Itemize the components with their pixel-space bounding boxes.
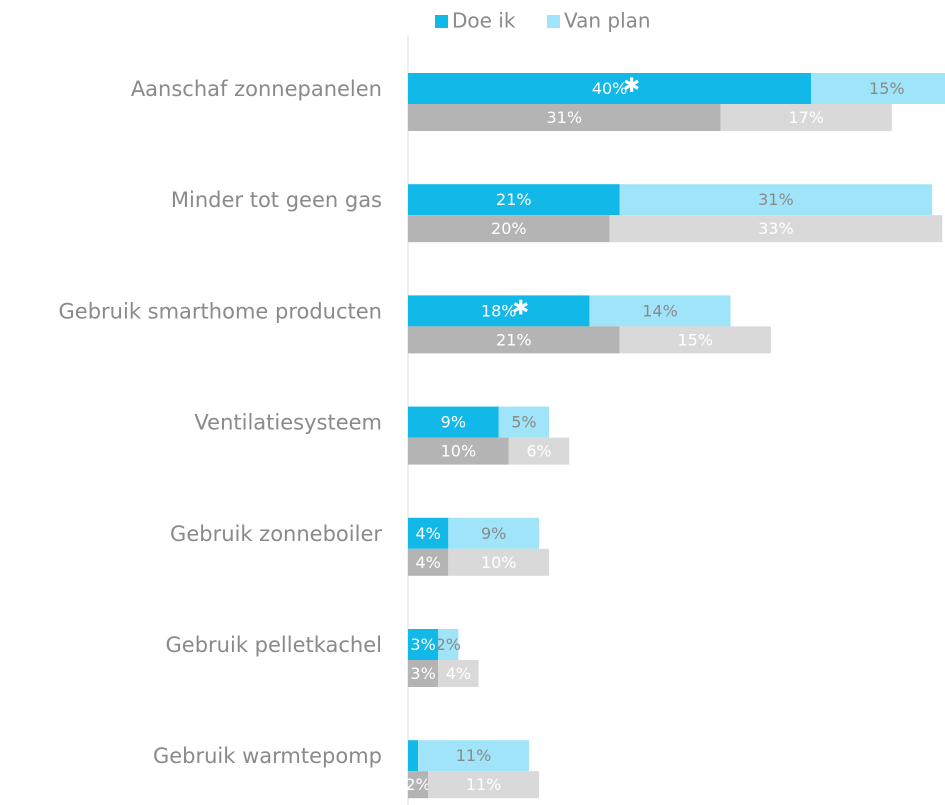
data-label: 2% — [405, 775, 430, 794]
category-label: Ventilatiesysteem — [194, 411, 382, 435]
bar-segment — [408, 326, 620, 354]
data-label: 2% — [436, 635, 461, 654]
bar-segment — [408, 215, 610, 243]
bar-segment — [428, 771, 540, 799]
legend-swatch — [435, 15, 448, 28]
data-label: 20% — [491, 219, 527, 238]
bar-segment — [609, 215, 943, 243]
bar-segment — [408, 740, 419, 772]
data-label: 10% — [481, 553, 517, 572]
bar-segment — [408, 548, 449, 576]
bar-segment — [811, 73, 945, 104]
data-label: 4% — [415, 553, 440, 572]
bar-segment — [408, 517, 449, 549]
data-label: 10% — [441, 442, 477, 461]
bar-segment — [508, 437, 570, 465]
data-label: 17% — [788, 108, 824, 127]
bar-segment — [408, 104, 721, 131]
data-label: 3% — [410, 664, 435, 683]
data-label: 4% — [415, 524, 440, 543]
data-label: 40% — [592, 79, 628, 98]
bar-segment — [438, 629, 459, 660]
category-label: Aanschaf zonnepanelen — [131, 77, 382, 101]
category-label: Minder tot geen gas — [171, 188, 382, 212]
bar-segment — [619, 326, 771, 354]
data-label: 31% — [758, 190, 794, 209]
category-label: Gebruik warmtepomp — [153, 744, 382, 768]
legend-label: Van plan — [564, 9, 651, 33]
bar-segment — [408, 629, 439, 660]
bar-segment — [408, 406, 499, 438]
bar-segment — [418, 740, 529, 772]
category-label: Gebruik smarthome producten — [59, 299, 382, 323]
bar-segment — [619, 184, 933, 216]
data-label: 6% — [526, 442, 551, 461]
data-label: 33% — [758, 219, 794, 238]
data-label: 9% — [441, 413, 466, 432]
bar-segment — [589, 295, 731, 327]
annotation: ✱ — [623, 73, 640, 97]
legend-label: Doe ik — [452, 9, 516, 33]
data-label: 4% — [446, 664, 471, 683]
bar-segment — [448, 517, 540, 549]
category-label: Gebruik pelletkachel — [166, 633, 382, 657]
annotation: ✱ — [512, 295, 529, 319]
data-label: 11% — [466, 775, 502, 794]
data-label: 11% — [456, 746, 492, 765]
bar-segment — [408, 184, 620, 216]
bar-segment — [438, 660, 479, 687]
bar-segment — [408, 660, 439, 687]
bar-segment — [408, 771, 429, 799]
data-label: 15% — [869, 79, 905, 98]
data-label: 21% — [496, 330, 532, 349]
data-label: 15% — [677, 330, 713, 349]
data-label: 3% — [410, 635, 435, 654]
bar-segment — [448, 548, 550, 576]
data-label: 9% — [481, 524, 506, 543]
bar-segment — [408, 73, 812, 104]
category-label: Gebruik zonneboiler — [170, 522, 382, 546]
bar-segment — [720, 104, 892, 131]
bar-segment — [408, 295, 590, 327]
data-label: 31% — [546, 108, 582, 127]
bar-segment — [408, 437, 509, 465]
data-label: 14% — [642, 301, 678, 320]
data-label: 5% — [511, 413, 536, 432]
bar-segment — [498, 406, 550, 438]
legend-swatch — [547, 15, 560, 28]
data-label: 21% — [496, 190, 532, 209]
data-label: 18% — [481, 301, 517, 320]
